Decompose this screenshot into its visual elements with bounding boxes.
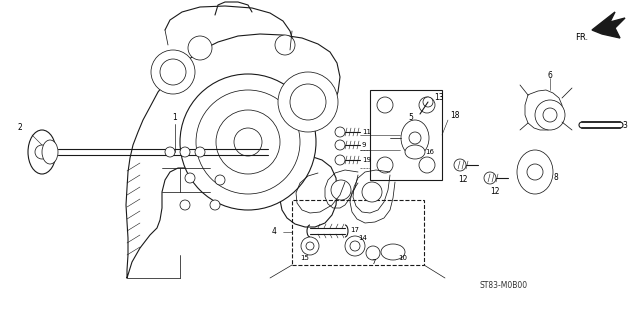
Circle shape	[151, 50, 195, 94]
Circle shape	[180, 147, 190, 157]
Bar	[292, 200, 424, 265]
Text: ST83-M0B00: ST83-M0B00	[480, 281, 528, 290]
Text: 12: 12	[490, 188, 499, 196]
Circle shape	[234, 128, 262, 156]
Circle shape	[409, 132, 421, 144]
Text: 2: 2	[18, 124, 23, 132]
Circle shape	[215, 175, 225, 185]
Text: 4: 4	[272, 228, 277, 236]
Circle shape	[165, 147, 175, 157]
Circle shape	[350, 241, 360, 251]
Text: 16: 16	[425, 149, 434, 155]
Circle shape	[366, 246, 380, 260]
Circle shape	[210, 200, 220, 210]
Text: 8: 8	[553, 173, 558, 182]
Circle shape	[278, 72, 338, 132]
Circle shape	[306, 242, 314, 250]
Text: 9: 9	[362, 142, 366, 148]
Text: 17: 17	[350, 227, 359, 233]
Ellipse shape	[401, 120, 429, 156]
Ellipse shape	[42, 140, 58, 164]
Circle shape	[454, 159, 466, 171]
Circle shape	[423, 97, 433, 107]
Circle shape	[419, 157, 435, 173]
Text: 3: 3	[622, 121, 627, 130]
Circle shape	[345, 236, 365, 256]
Circle shape	[335, 127, 345, 137]
Text: FR.: FR.	[575, 34, 588, 43]
Circle shape	[301, 237, 319, 255]
Circle shape	[275, 35, 295, 55]
Circle shape	[35, 145, 49, 159]
Ellipse shape	[28, 130, 56, 174]
Text: 15: 15	[300, 255, 309, 261]
Circle shape	[180, 200, 190, 210]
Circle shape	[160, 59, 186, 85]
Text: 7: 7	[371, 259, 375, 265]
Circle shape	[362, 182, 382, 202]
Text: 5: 5	[408, 114, 413, 123]
Ellipse shape	[381, 244, 405, 260]
Text: 14: 14	[358, 235, 367, 241]
Circle shape	[335, 140, 345, 150]
Circle shape	[377, 157, 393, 173]
Bar	[525, 172, 545, 187]
Ellipse shape	[517, 150, 553, 194]
Circle shape	[290, 84, 326, 120]
Text: 12: 12	[458, 175, 468, 185]
Circle shape	[419, 97, 435, 113]
Circle shape	[185, 173, 195, 183]
Text: 6: 6	[548, 70, 553, 79]
Text: 10: 10	[398, 255, 407, 261]
Circle shape	[195, 147, 205, 157]
Circle shape	[543, 108, 557, 122]
Circle shape	[216, 110, 280, 174]
Circle shape	[180, 74, 316, 210]
Ellipse shape	[405, 145, 425, 159]
Text: 19: 19	[362, 157, 371, 163]
Circle shape	[484, 172, 496, 184]
Circle shape	[535, 100, 565, 130]
Circle shape	[377, 97, 393, 113]
Text: 11: 11	[362, 129, 371, 135]
Circle shape	[196, 90, 300, 194]
Circle shape	[335, 155, 345, 165]
Text: 1: 1	[172, 113, 176, 122]
Circle shape	[331, 180, 351, 200]
Circle shape	[527, 164, 543, 180]
Circle shape	[188, 36, 212, 60]
Text: 18: 18	[450, 110, 459, 119]
Text: 13: 13	[434, 93, 443, 102]
Bar	[370, 90, 442, 180]
Polygon shape	[592, 12, 625, 38]
